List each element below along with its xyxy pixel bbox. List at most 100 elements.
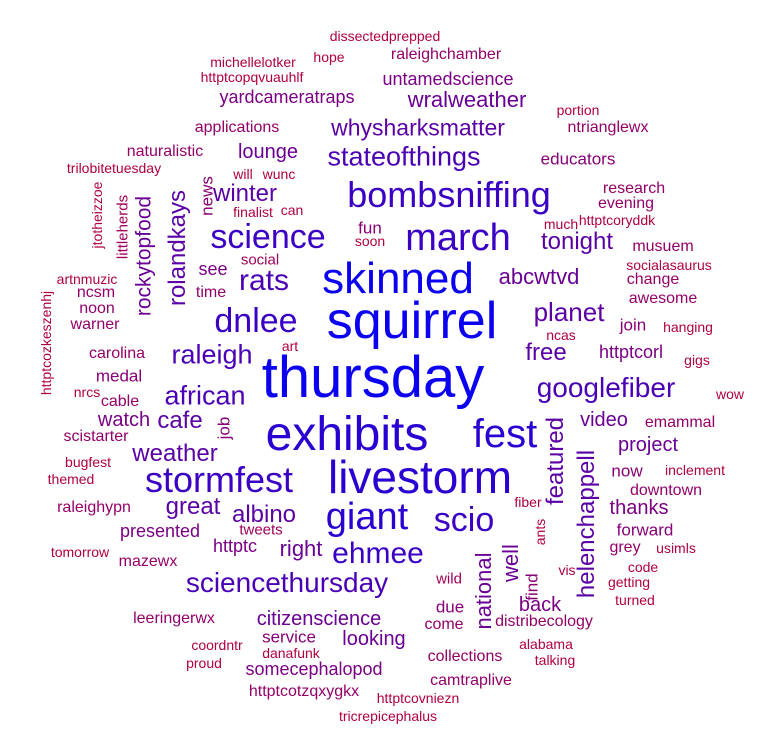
word-scistarter: scistarter	[63, 428, 129, 445]
word-artnmuzic: artnmuzic	[56, 271, 118, 287]
word-lounge: lounge	[237, 141, 299, 163]
word-ncas: ncas	[546, 327, 576, 343]
word-carolina: carolina	[88, 345, 146, 362]
word-change: change	[626, 271, 680, 288]
word-featured: featured	[542, 416, 569, 506]
word-ncsm: ncsm	[76, 284, 116, 301]
word-dissectedprepped: dissectedprepped	[329, 28, 441, 44]
word-sciencethursday: sciencethursday	[185, 567, 389, 598]
word-science: science	[210, 218, 326, 256]
word-come: come	[424, 616, 464, 633]
word-hanging: hanging	[663, 319, 713, 335]
word-african: african	[164, 380, 246, 411]
word-distribecology: distribecology	[495, 613, 593, 630]
word-great: great	[165, 493, 221, 520]
word-video: video	[580, 409, 628, 431]
word-tricrepicephalus: tricrepicephalus	[338, 708, 438, 724]
word-fest: fest	[472, 412, 538, 456]
word-news: news	[197, 176, 217, 216]
word-httptcoryddk: httptcoryddk	[578, 212, 656, 228]
word-giant: giant	[325, 496, 409, 538]
word-medal: medal	[95, 366, 143, 386]
word-tomorrow: tomorrow	[50, 544, 110, 560]
word-research: research	[602, 180, 666, 197]
word-usimls: usimls	[656, 540, 696, 556]
word-wow: wow	[715, 386, 745, 402]
word-helenchappell: helenchappell	[573, 449, 600, 599]
word-due: due	[435, 597, 465, 617]
word-socialasaurus: socialasaurus	[626, 257, 712, 273]
word-ants: ants	[532, 518, 548, 546]
word-raleigh: raleigh	[171, 339, 253, 370]
word-art: art	[281, 338, 299, 354]
word-ntrianglewx: ntrianglewx	[567, 119, 649, 136]
word-stormfest: stormfest	[144, 459, 294, 500]
word-evening: evening	[597, 195, 655, 212]
word-cable: cable	[100, 393, 140, 410]
word-hope: hope	[313, 49, 345, 65]
word-find: find	[522, 573, 542, 601]
word-citizenscience: citizenscience	[256, 608, 382, 630]
word-whysharksmatter: whysharksmatter	[331, 114, 505, 141]
word-bombsniffing: bombsniffing	[347, 174, 551, 215]
word-httptcovniezn: httptcovniezn	[376, 690, 460, 706]
word-grey: grey	[609, 539, 641, 556]
word-dnlee: dnlee	[214, 302, 298, 340]
word-thursday: thursday	[261, 345, 485, 410]
word-httptcorl: httptcorl	[598, 342, 664, 362]
word-see: see	[198, 259, 228, 279]
word-jtotheizzoe: jtotheizzoe	[89, 181, 105, 249]
word-march: march	[405, 217, 511, 259]
word-httptcotzqxygkx: httptcotzqxygkx	[248, 683, 360, 700]
word-right: right	[279, 536, 323, 561]
word-service: service	[262, 627, 316, 647]
word-collections: collections	[427, 648, 503, 665]
word-httptcopqvuauhlf: httptcopqvuauhlf	[200, 69, 304, 85]
word-coordntr: coordntr	[191, 637, 243, 653]
word-vis: vis	[558, 562, 576, 578]
word-back: back	[518, 594, 562, 616]
word-camtraplive: camtraplive	[430, 672, 512, 689]
word-applications: applications	[194, 119, 280, 136]
word-soon: soon	[354, 233, 386, 249]
word-nrcs: nrcs	[73, 384, 101, 400]
word-can: can	[280, 202, 304, 218]
word-scio: scio	[433, 501, 495, 539]
word-cafe: cafe	[157, 407, 203, 434]
word-turned: turned	[615, 592, 655, 608]
word-national: national	[471, 552, 496, 630]
word-social: social	[240, 251, 280, 269]
word-winter: winter	[212, 180, 278, 207]
word-livestorm: livestorm	[327, 451, 513, 503]
word-will: will	[233, 166, 253, 182]
word-inclement: inclement	[665, 462, 725, 478]
word-noon: noon	[79, 300, 115, 317]
word-join: join	[619, 315, 647, 335]
word-gigs: gigs	[684, 352, 710, 368]
word-rockytopfood: rockytopfood	[132, 195, 156, 317]
word-untamedscience: untamedscience	[382, 69, 514, 89]
word-somecephalopod: somecephalopod	[245, 659, 383, 679]
word-talking: talking	[534, 652, 576, 668]
word-httptc: httptc	[212, 536, 258, 556]
word-well: well	[498, 544, 523, 582]
word-job: job	[214, 416, 234, 440]
word-fun: fun	[358, 218, 382, 238]
word-wralweather: wralweather	[407, 87, 527, 112]
word-raleighypn: raleighypn	[57, 499, 131, 516]
word-warner: warner	[70, 316, 120, 333]
word-yardcameratraps: yardcameratraps	[219, 87, 355, 107]
word-bugfest: bugfest	[65, 454, 111, 470]
word-tonight: tonight	[540, 228, 614, 255]
word-stateofthings: stateofthings	[327, 141, 481, 172]
word-abcwtvd: abcwtvd	[498, 264, 580, 289]
word-portion: portion	[556, 102, 600, 118]
word-rolandkays: rolandkays	[164, 189, 191, 307]
word-educators: educators	[540, 149, 616, 169]
word-ehmee: ehmee	[332, 537, 424, 570]
word-project: project	[617, 434, 679, 456]
word-free: free	[525, 339, 567, 366]
word-naturalistic: naturalistic	[126, 143, 204, 160]
word-finalist: finalist	[233, 204, 273, 220]
